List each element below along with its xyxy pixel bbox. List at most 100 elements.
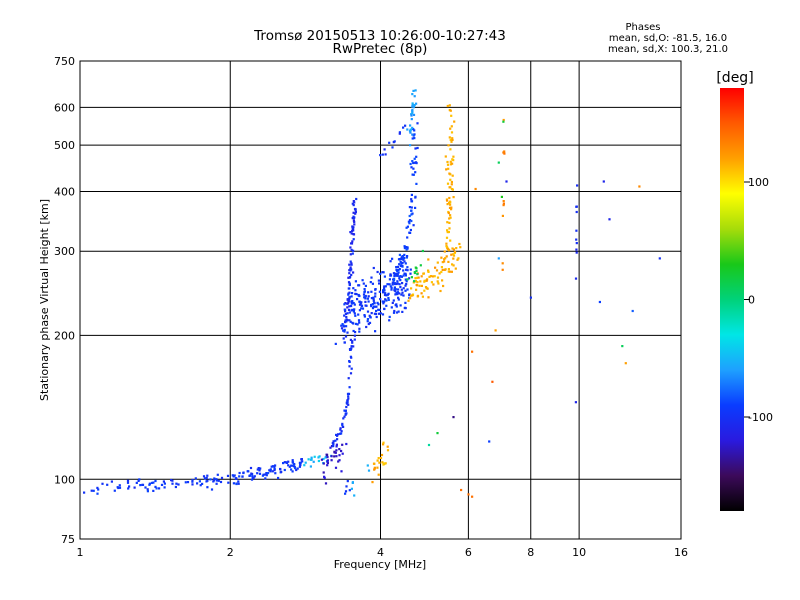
- data-point: [398, 283, 401, 286]
- data-point: [385, 299, 388, 302]
- data-point: [269, 470, 272, 473]
- data-point: [396, 270, 399, 273]
- data-point: [621, 345, 624, 348]
- data-point: [442, 284, 445, 288]
- data-point: [575, 248, 578, 251]
- data-point: [353, 216, 356, 219]
- data-point: [413, 129, 416, 132]
- data-point: [404, 124, 407, 127]
- data-point: [326, 459, 329, 462]
- data-point: [370, 312, 373, 315]
- data-point: [268, 469, 271, 472]
- data-point: [351, 226, 354, 229]
- data-point: [441, 279, 444, 282]
- data-point: [373, 301, 376, 304]
- data-point: [348, 386, 351, 389]
- data-point: [438, 272, 441, 275]
- data-point: [347, 300, 350, 303]
- data-point: [450, 253, 453, 256]
- data-point: [349, 372, 353, 375]
- y-tick-label: 750: [54, 55, 75, 68]
- data-point: [333, 451, 336, 454]
- data-point: [351, 340, 354, 343]
- data-point: [413, 133, 416, 136]
- data-point: [354, 280, 357, 283]
- data-point: [377, 473, 380, 476]
- data-point: [388, 283, 391, 286]
- data-point: [371, 282, 374, 285]
- data-point: [342, 337, 345, 340]
- data-point: [341, 323, 344, 326]
- data-point: [451, 138, 454, 141]
- data-point: [330, 459, 333, 462]
- data-point: [363, 288, 366, 291]
- data-point: [388, 319, 391, 322]
- colorbar: [720, 88, 744, 511]
- data-point: [407, 220, 410, 223]
- data-point: [393, 273, 396, 276]
- data-point: [162, 480, 165, 483]
- data-point: [398, 258, 401, 261]
- data-point: [346, 480, 349, 483]
- data-point: [397, 298, 400, 301]
- data-point: [391, 281, 394, 284]
- data-point: [198, 480, 201, 483]
- data-point: [411, 109, 414, 112]
- data-point: [401, 262, 404, 265]
- data-point: [448, 186, 451, 189]
- data-point: [344, 492, 347, 495]
- data-point: [288, 465, 291, 468]
- data-point: [242, 471, 245, 474]
- data-point: [404, 262, 407, 265]
- data-point: [452, 155, 455, 158]
- data-point: [279, 471, 282, 474]
- data-point: [304, 461, 307, 464]
- data-point: [404, 274, 407, 277]
- data-point: [501, 268, 504, 271]
- data-point: [352, 204, 355, 207]
- data-point: [427, 269, 430, 272]
- data-point: [412, 134, 415, 137]
- data-point: [459, 246, 462, 249]
- data-point: [425, 279, 428, 282]
- data-point: [346, 331, 349, 334]
- data-point: [452, 264, 455, 267]
- data-point: [343, 303, 346, 306]
- data-point: [354, 314, 357, 317]
- chart-title: Tromsø 20150513 10:26:00-10:27:43: [253, 28, 506, 44]
- data-point: [410, 193, 413, 196]
- data-point: [448, 136, 451, 139]
- data-point: [402, 126, 405, 129]
- data-point: [403, 253, 406, 256]
- data-point: [348, 360, 351, 363]
- data-point: [350, 309, 353, 312]
- data-point: [423, 289, 426, 292]
- data-point: [393, 272, 396, 275]
- data-point: [390, 286, 393, 289]
- x-tick-label: 4: [377, 546, 384, 559]
- data-point: [296, 467, 299, 470]
- data-point: [387, 296, 390, 300]
- data-point: [415, 102, 418, 105]
- data-point: [351, 300, 354, 303]
- data-point: [409, 272, 412, 275]
- data-point: [238, 471, 241, 475]
- data-point: [382, 291, 385, 294]
- data-point: [446, 104, 449, 108]
- data-point: [443, 250, 446, 253]
- data-point: [118, 486, 122, 489]
- data-point: [404, 301, 407, 304]
- data-point: [413, 271, 416, 274]
- data-point: [256, 468, 259, 471]
- data-point: [368, 314, 371, 317]
- data-point: [351, 229, 354, 233]
- data-point: [502, 204, 505, 207]
- data-point: [158, 487, 161, 490]
- data-point: [400, 288, 403, 291]
- data-point: [154, 485, 157, 488]
- y-tick-label: 400: [54, 185, 75, 198]
- data-point: [444, 155, 447, 158]
- data-point: [215, 482, 218, 485]
- data-point: [171, 482, 174, 485]
- data-point: [146, 490, 149, 493]
